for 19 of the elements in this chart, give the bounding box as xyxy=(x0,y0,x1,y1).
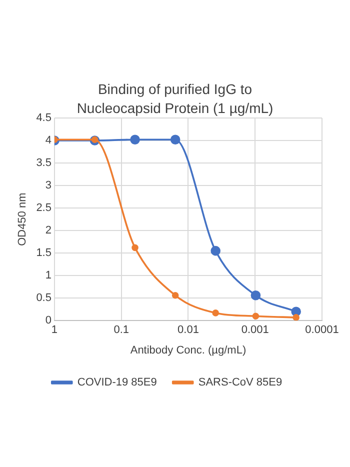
y-tick-label: 2 xyxy=(45,224,52,237)
legend-label: SARS-CoV 85E9 xyxy=(198,376,282,389)
y-tick-label: 1.5 xyxy=(36,247,52,260)
y-tick-label: 1 xyxy=(45,270,52,282)
x-tick-label: 0.01 xyxy=(178,324,199,336)
x-tick-label: 0.0001 xyxy=(305,324,339,336)
x-axis-title: Antibody Conc. (µg/mL) xyxy=(130,344,246,356)
y-axis-title: OD450 nm xyxy=(16,192,29,246)
y-tick-label: 0 xyxy=(45,314,52,327)
y-tick-label: 4 xyxy=(45,134,52,147)
y-tick-label: 4.5 xyxy=(36,112,52,124)
y-tick-label: 3.5 xyxy=(36,157,52,170)
x-tick-label: 0.1 xyxy=(114,324,130,336)
chart-title: Binding of purified IgG to Nucleocapsid Protein (1 µg/mL) xyxy=(76,80,274,116)
y-tick-label: 0.5 xyxy=(36,292,52,304)
y-tick-label: 3 xyxy=(45,180,52,192)
y-tick-label: 2.5 xyxy=(36,202,52,214)
x-tick-label: 0.001 xyxy=(241,324,269,336)
legend-label: COVID-19 85E9 xyxy=(77,376,157,389)
